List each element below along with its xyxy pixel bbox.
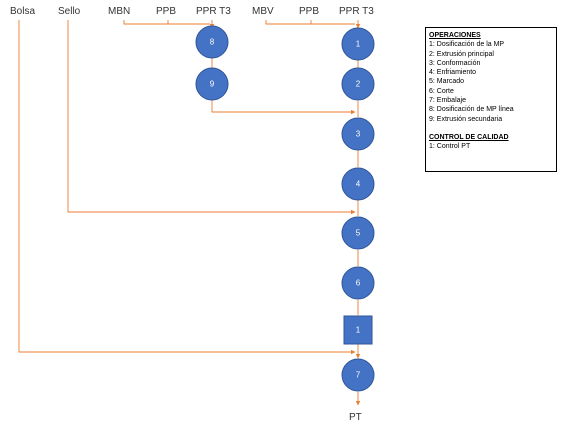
operation-node-6: 6 — [341, 266, 375, 300]
header-ppr-t3-2: PPR T3 — [339, 6, 374, 17]
operation-node-1: 1 — [341, 27, 375, 61]
header-bolsa: Bolsa — [10, 6, 35, 17]
operation-node-9-label: 9 — [210, 80, 215, 89]
bolsa-feed-line — [18, 20, 356, 355]
operation-node-2-label: 2 — [356, 80, 361, 89]
legend-quality-title: CONTROL DE CALIDAD — [429, 133, 509, 141]
header-ppr-t3-1: PPR T3 — [196, 6, 231, 17]
legend-operations-title: OPERACIONES — [429, 32, 481, 39]
operation-node-2: 2 — [341, 67, 375, 101]
output-label-pt: PT — [349, 412, 362, 423]
operation-node-4: 4 — [341, 167, 375, 201]
operation-node-7: 7 — [341, 358, 375, 392]
pprt3-1-down-line — [209, 20, 356, 115]
legend-spacer — [429, 124, 553, 133]
legend-operation-item: 8: Dosificación de MP línea — [429, 106, 514, 114]
header-ppb-1: PPB — [156, 6, 176, 17]
operation-node-3-label: 3 — [356, 130, 361, 139]
legend-operation-item: 4: Enfriamiento — [429, 69, 477, 77]
operation-node-5-label: 5 — [356, 229, 361, 238]
quality-control-node-1-label: 1 — [356, 326, 361, 335]
operation-node-6-label: 6 — [356, 279, 361, 288]
header-mbn: MBN — [108, 6, 130, 17]
legend-operation-item: 5: Marcado — [429, 78, 465, 86]
legend-operation-item: 9: Extrusión secundaria — [429, 115, 503, 123]
mbv-feed-line — [265, 20, 355, 25]
legend-quality-item: 1: Control PT — [429, 143, 471, 151]
operation-node-7-label: 7 — [356, 371, 361, 380]
header-sello: Sello — [58, 6, 81, 17]
legend-operation-item: 2: Extrusión principal — [429, 50, 494, 58]
header-ppb-2: PPB — [299, 6, 319, 17]
quality-control-node-1: 1 — [343, 315, 373, 345]
legend-operation-item: 6: Corte — [429, 87, 454, 95]
sello-feed-line — [67, 20, 356, 215]
legend-operation-item: 7: Embalaje — [429, 97, 466, 105]
mbn-feed-line — [123, 20, 210, 25]
operation-node-8-label: 8 — [210, 38, 215, 47]
operation-node-4-label: 4 — [356, 180, 361, 189]
operation-node-5: 5 — [341, 216, 375, 250]
operation-node-1-label: 1 — [356, 40, 361, 49]
operation-node-3: 3 — [341, 117, 375, 151]
legend-box: OPERACIONES 1: Dosificación de la MP 2: … — [425, 27, 557, 172]
legend-operation-item: 1: Dosificación de la MP — [429, 41, 505, 49]
operation-node-8: 8 — [195, 25, 229, 59]
operation-node-9: 9 — [195, 67, 229, 101]
header-mbv: MBV — [252, 6, 274, 17]
legend-operation-item: 3: Conformación — [429, 59, 481, 67]
